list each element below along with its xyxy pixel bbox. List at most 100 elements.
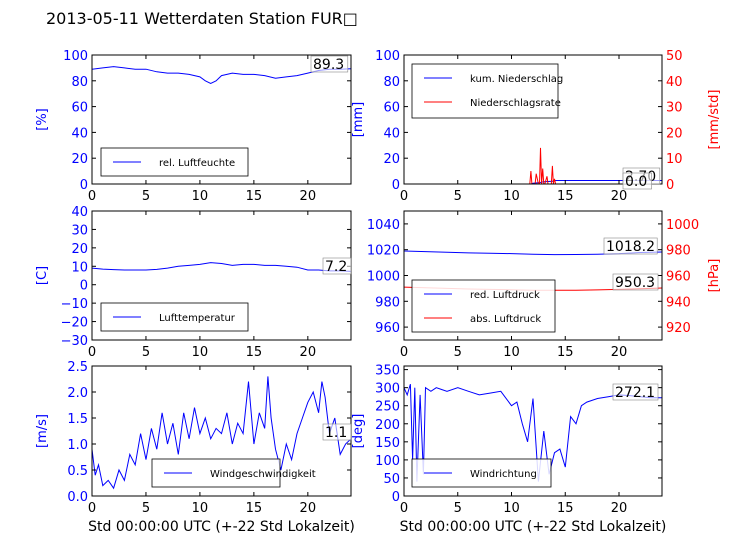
temperature-xtick-label: 0	[88, 345, 96, 360]
pressure-xtick-label: 10	[503, 345, 520, 360]
precip-legend-label: kum. Niederschlag	[470, 74, 563, 85]
pressure-value-box	[612, 273, 659, 291]
pressure-xtick-label: 15	[557, 345, 574, 360]
precip-ytick-right-label: 30	[666, 101, 683, 116]
winddir-ytick-label: 50	[383, 472, 400, 487]
winddir-ytick-label: 0	[392, 490, 400, 505]
precip-ytick-label: 80	[383, 75, 400, 90]
winddir-ytick-label: 150	[375, 436, 400, 451]
pressure-value-label: 950.3	[615, 275, 655, 291]
windspeed-xtick-label: 20	[300, 501, 317, 516]
humidity-ytick-label: 80	[71, 75, 88, 90]
windspeed-xlabel: Std 00:00:00 UTC (+-22 Std Lokalzeit)	[88, 519, 355, 535]
humidity-ytick-label: 60	[71, 101, 88, 116]
pressure-xtick-label: 0	[400, 345, 408, 360]
precip-ytick-right-label: 50	[666, 49, 683, 64]
humidity-legend-label: rel. Luftfeuchte	[159, 158, 235, 169]
winddir-ytick-label: 300	[375, 382, 400, 397]
precip-ytick-right-label: 40	[666, 75, 683, 90]
windspeed-ytick-label: 0.5	[67, 464, 88, 479]
pressure-ytick-right-label: 960	[666, 270, 691, 285]
humidity-ytick-label: 20	[71, 152, 88, 167]
winddir-ytick-label: 350	[375, 364, 400, 379]
pressure-ytick-right-label: 940	[666, 295, 691, 310]
pressure-xtick-label: 20	[611, 345, 628, 360]
temperature-ytick-label: 40	[71, 205, 88, 220]
temperature-ytick-label: 0	[80, 279, 88, 294]
windspeed-series-1-line	[92, 376, 351, 490]
humidity-ylabel: [%]	[35, 108, 50, 131]
precip-legend-box	[411, 63, 559, 119]
pressure-value-label: 1018.2	[606, 239, 655, 255]
precip-xtick-label: 20	[611, 189, 628, 204]
windspeed-xtick-label: 0	[88, 501, 96, 516]
pressure-ytick-right-label: 980	[666, 244, 691, 259]
pressure-ytick-label: 1020	[367, 244, 400, 259]
humidity-xtick-label: 0	[88, 189, 96, 204]
temperature-xtick-label: 10	[192, 345, 209, 360]
temperature-value-label: 7.2	[325, 259, 347, 275]
winddir-ylabel: [deg]	[351, 414, 366, 449]
windspeed-ytick-label: 2.5	[67, 360, 88, 375]
precip-ytick-label: 40	[383, 126, 400, 141]
windspeed-ylabel: [m/s]	[35, 414, 50, 448]
humidity-ytick-label: 100	[63, 49, 88, 64]
temperature-xtick-label: 5	[142, 345, 150, 360]
temperature-series-1-line	[92, 262, 351, 272]
windspeed-legend-label: Windgeschwindigkeit	[210, 469, 316, 480]
precip-ytick-label: 60	[383, 101, 400, 116]
winddir-series-1-line	[404, 383, 662, 482]
windspeed-ytick-label: 2.0	[67, 386, 88, 401]
temperature-plot-frame	[91, 210, 352, 341]
pressure-ytick-label: 1000	[367, 270, 400, 285]
humidity-series-1-line	[92, 66, 351, 84]
temperature-ytick-label: 30	[71, 223, 88, 238]
humidity-ytick-label: 40	[71, 126, 88, 141]
winddir-xtick-label: 0	[400, 501, 408, 516]
temperature-xtick-label: 15	[246, 345, 263, 360]
temperature-value-box	[322, 257, 352, 275]
precip-legend-label: Niederschlagsrate	[470, 98, 561, 109]
temperature-xtick-label: 20	[300, 345, 317, 360]
windspeed-xtick-label: 15	[246, 501, 263, 516]
pressure-legend-label: abs. Luftdruck	[470, 314, 541, 325]
precip-xtick-label: 0	[400, 189, 408, 204]
temperature-legend-label: Lufttemperatur	[159, 313, 236, 324]
pressure-legend-box	[411, 279, 556, 333]
windspeed-xtick-label: 5	[142, 501, 150, 516]
winddir-xtick-label: 20	[611, 501, 628, 516]
precip-xtick-label: 5	[454, 189, 462, 204]
precip-ytick-right-label: 10	[666, 152, 683, 167]
precip-ylabel-right: [mm/std]	[707, 90, 722, 150]
windspeed-ytick-label: 1.5	[67, 412, 88, 427]
precip-xtick-label: 10	[503, 189, 520, 204]
humidity-value-box	[310, 55, 349, 73]
winddir-value-label: 272.1	[615, 385, 655, 401]
temperature-ytick-label: −20	[61, 316, 88, 331]
temperature-ytick-label: 10	[71, 260, 88, 275]
humidity-xtick-label: 10	[192, 189, 209, 204]
winddir-ytick-label: 100	[375, 454, 400, 469]
pressure-xtick-label: 5	[454, 345, 462, 360]
windspeed-value-label: 1.1	[325, 425, 347, 441]
winddir-ytick-label: 200	[375, 418, 400, 433]
pressure-value-box	[603, 237, 658, 255]
precip-ytick-label: 100	[375, 49, 400, 64]
winddir-xtick-label: 10	[503, 501, 520, 516]
pressure-ytick-label: 960	[375, 321, 400, 336]
precip-ytick-right-label: 20	[666, 126, 683, 141]
humidity-ytick-label: 0	[80, 178, 88, 193]
precip-xtick-label: 15	[557, 189, 574, 204]
pressure-ytick-right-label: 920	[666, 321, 691, 336]
precip-ytick-label: 20	[383, 152, 400, 167]
windspeed-ytick-label: 0.0	[67, 490, 88, 505]
temperature-ylabel: [C]	[35, 266, 50, 285]
humidity-value-label: 89.3	[313, 57, 344, 73]
precip-plot-frame	[403, 54, 663, 185]
precip-ytick-label: 0	[392, 178, 400, 193]
precip-ylabel: [mm]	[351, 102, 366, 137]
winddir-plot-frame	[403, 365, 663, 497]
precip-value-box	[622, 172, 652, 190]
temperature-ytick-label: 20	[71, 242, 88, 257]
